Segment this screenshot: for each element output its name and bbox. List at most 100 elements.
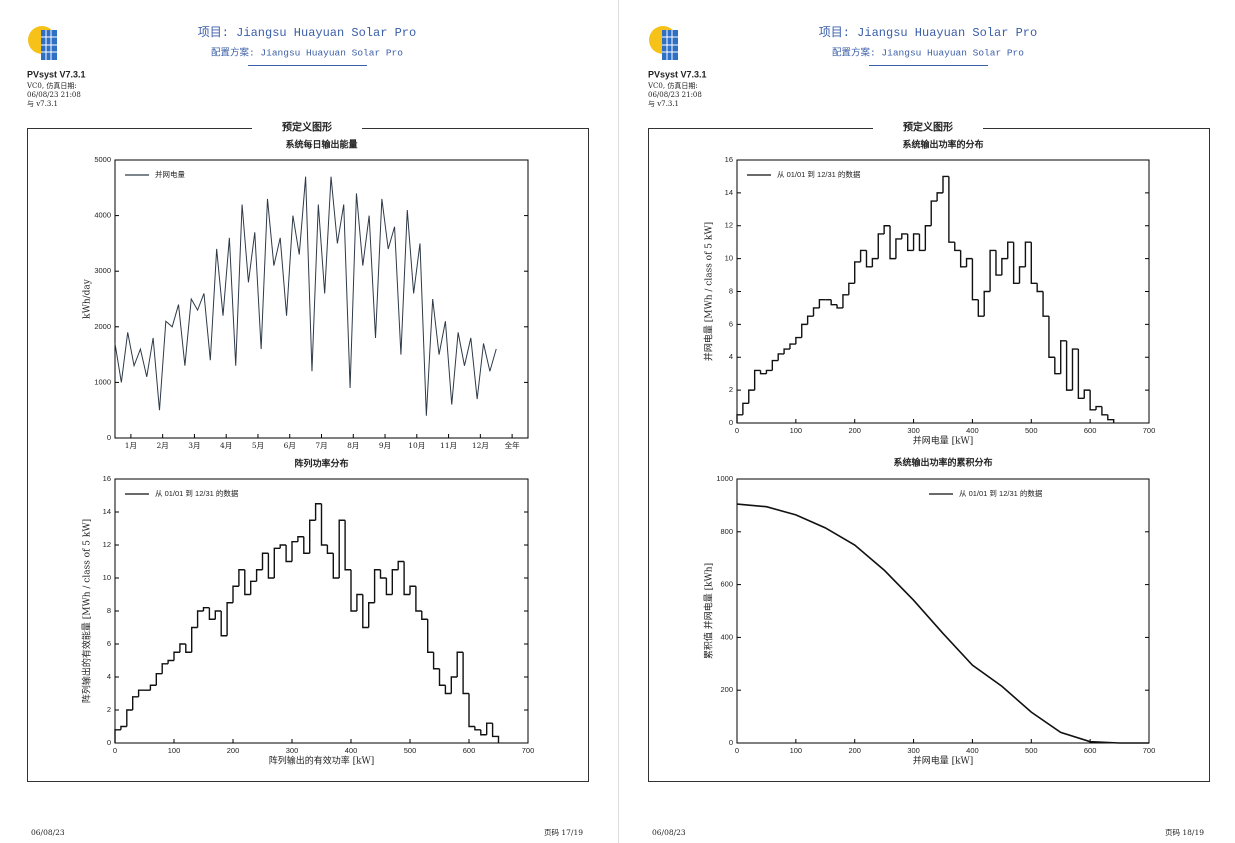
histogram-bin [806,315,814,325]
y-tick-label: 0 [729,738,733,747]
histogram-bin [1071,348,1079,391]
histogram-bin [126,709,133,727]
y-tick-label: 1000 [94,377,111,386]
histogram-bin [320,503,328,546]
y-tick-label: 14 [725,188,733,197]
histogram-bin [901,233,908,239]
y-tick-label: 800 [720,527,733,536]
histogram-bin [742,402,749,415]
histogram-bin [871,257,879,267]
info-line: VC0, 仿真日期: [26,81,77,90]
histogram-bin [954,242,961,252]
histogram-bin [155,673,163,686]
x-tick-label: 700 [522,746,535,755]
histogram-bin [261,552,269,570]
x-tick-label: 700 [1143,746,1156,755]
x-tick-label: 12月 [472,441,489,450]
plot-area [736,478,1150,744]
chart-title: 系统输出功率的累积分布 [893,456,992,467]
x-tick-label: 1月 [125,441,137,450]
histogram-bin [385,578,393,596]
histogram-bin [930,200,938,226]
y-tick-label: 200 [720,685,733,694]
histogram-bin [462,652,469,695]
y-tick-label: 6 [729,319,733,328]
histogram-bin [309,519,316,554]
histogram-bin [285,545,292,563]
histogram-bin [971,258,979,301]
legend-label: 从 01/01 到 12/31 的数据 [155,488,239,498]
histogram-bin [255,569,263,582]
histogram-bin [444,685,452,695]
logo [28,26,57,60]
histogram-bin [279,544,287,549]
histogram-bin [1001,257,1008,276]
histogram-bin [777,353,785,361]
histogram-bin [332,553,340,579]
histogram-bin [220,611,228,637]
x-axis-label: 并网电量 [kW] [913,435,974,447]
histogram-bin [379,569,387,579]
footer-date: 06/08/23 [652,828,686,837]
histogram-bin [427,619,434,653]
legend-label: 并网电量 [155,169,185,179]
histogram-bin [771,359,779,371]
histogram-bin [250,580,257,595]
x-tick-label: 10月 [408,441,425,450]
histogram-bin [344,520,351,571]
y-tick-label: 4000 [94,211,111,220]
footer-page: 页码 17/19 [544,828,583,837]
histogram-bin [1007,241,1014,259]
histogram-bin [859,249,867,262]
histogram-bin [226,602,233,636]
histogram-bin [983,290,991,317]
histogram-bin [1048,316,1055,358]
y-tick-label: 10 [103,573,111,582]
histogram-bin [161,663,169,674]
histogram-bin [918,233,926,252]
histogram-bin [314,503,322,521]
x-tick-label: 200 [227,746,240,755]
histogram-bin [456,651,464,677]
histogram-bin [1065,340,1073,391]
histogram-bin [1083,389,1091,399]
footer-date: 06/08/23 [31,828,65,837]
chart-title: 阵列功率分布 [294,457,348,468]
histogram-bin [132,696,139,710]
histogram-bin [818,299,826,308]
y-axis-label: 累积值 并网电量 [kWh] [703,563,715,659]
x-tick-label: 400 [966,426,979,435]
histogram-bin [214,610,222,620]
x-tick-label: 500 [1025,746,1038,755]
histogram-bin [836,304,843,309]
project-title: 项目: Jiangsu Huayuan Solar Pro [198,26,416,40]
x-tick-label: 11月 [440,441,457,450]
histogram-bin [167,659,174,664]
section-gap [873,122,983,134]
histogram-bin [765,369,773,374]
y-tick-label: 5000 [94,155,111,164]
y-tick-label: 400 [720,632,733,641]
histogram-bin [830,299,838,306]
histogram-bin [185,644,192,653]
y-tick-label: 10 [725,254,733,263]
y-tick-label: 600 [720,580,733,589]
histogram-bin [942,175,949,193]
chart-title: 系统每日输出能量 [285,138,357,149]
histogram-bin [1101,406,1108,416]
histogram-bin [409,585,416,595]
histogram-bin [748,389,755,404]
histogram-bin [480,729,487,736]
histogram-bin [486,722,493,735]
histogram-bin [812,307,820,317]
y-axis-label: 阵列输出的有效能量 [MWh / class of 5 kW] [81,519,93,703]
histogram-bin [753,369,761,391]
x-tick-label: 3月 [188,441,200,450]
histogram-bin [232,585,239,603]
x-tick-label: 2月 [157,441,169,450]
y-tick-label: 2000 [94,322,111,331]
section-title: 预定义图形 [282,121,332,134]
histogram-bin [297,536,304,542]
histogram-bin [338,519,346,578]
